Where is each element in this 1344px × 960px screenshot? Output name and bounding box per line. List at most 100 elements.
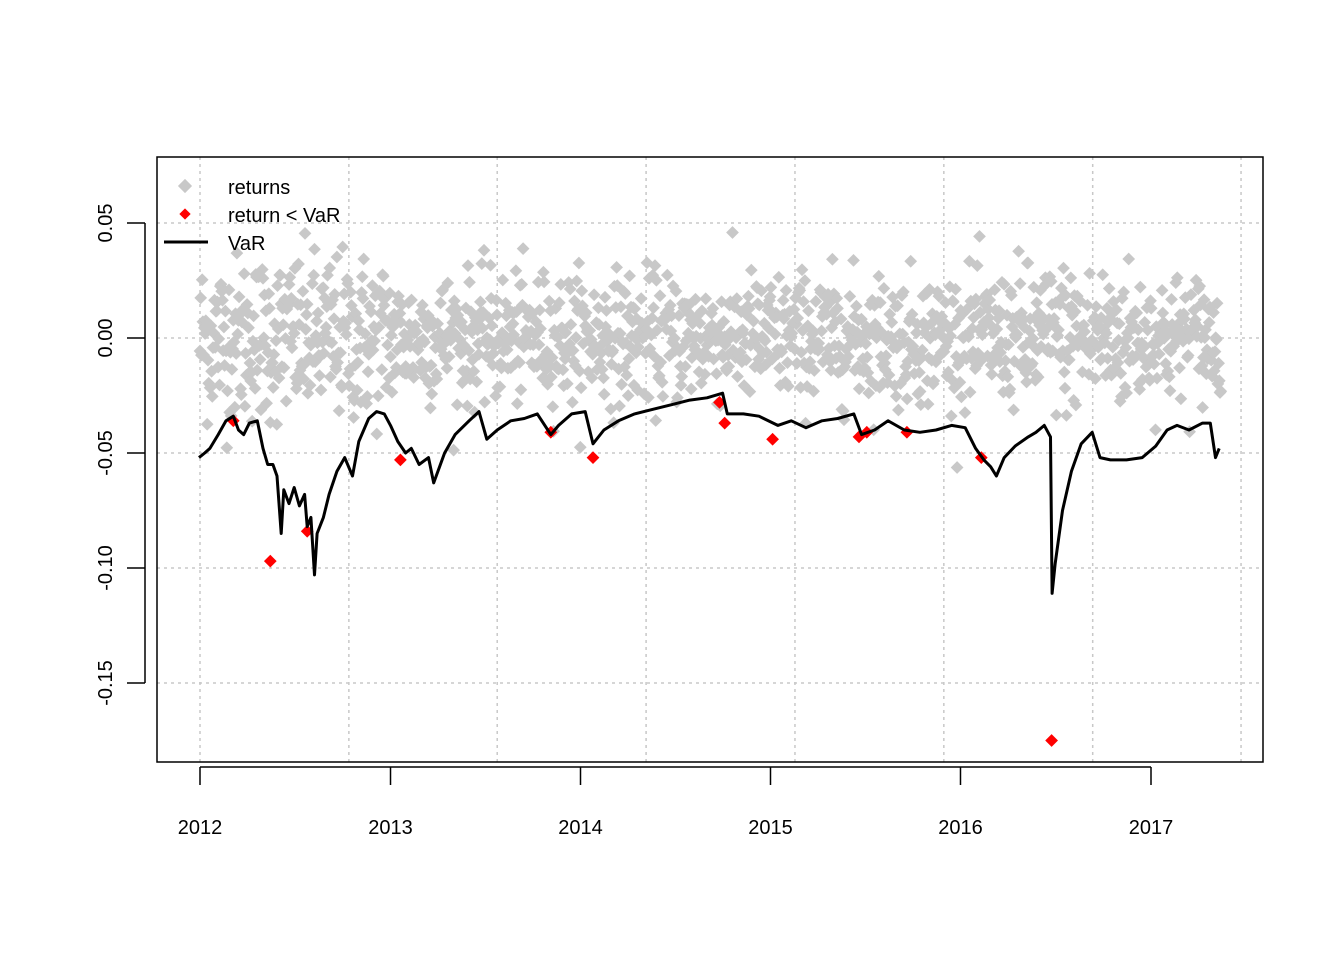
return-point <box>272 371 286 385</box>
return-point <box>372 320 386 334</box>
return-point <box>474 295 487 309</box>
return-point <box>368 334 381 348</box>
return-point <box>772 270 786 284</box>
return-point <box>476 321 489 335</box>
return-point <box>1149 423 1162 437</box>
return-point <box>296 284 310 298</box>
return-point <box>1007 403 1020 417</box>
return-point <box>1030 296 1044 310</box>
return-point <box>461 259 475 272</box>
return-point <box>795 263 809 277</box>
return-point <box>484 258 497 272</box>
legend: returns return < VaR VaR <box>164 177 340 255</box>
return-point <box>339 328 353 341</box>
return-point <box>779 284 793 297</box>
return-point <box>307 268 321 282</box>
return-point <box>653 289 667 303</box>
return-point <box>228 400 242 414</box>
return-point <box>900 392 914 406</box>
return-point <box>921 397 935 411</box>
return-point <box>274 268 287 282</box>
return-point <box>282 278 296 291</box>
return-point <box>944 409 958 423</box>
return-point <box>872 269 886 283</box>
return-point <box>323 261 337 275</box>
return-point <box>298 227 312 240</box>
return-point <box>1122 252 1136 266</box>
breach-point-2 <box>394 453 407 467</box>
return-point <box>253 353 267 366</box>
return-point <box>200 417 214 431</box>
var-line <box>198 391 1221 595</box>
return-point <box>230 246 244 260</box>
return-point <box>726 226 739 239</box>
return-point <box>263 301 276 315</box>
return-point <box>1163 384 1177 398</box>
return-point <box>470 375 484 389</box>
return-point <box>478 395 492 409</box>
return-point <box>292 257 305 271</box>
return-point <box>229 347 243 360</box>
return-point <box>405 293 418 307</box>
x-tick-label-2: 2014 <box>558 817 603 839</box>
return-point <box>516 242 530 255</box>
return-point <box>393 307 407 320</box>
return-point <box>573 440 587 454</box>
x-tick-label-0: 2012 <box>178 817 223 839</box>
return-point <box>487 347 500 360</box>
return-point <box>324 370 337 384</box>
return-point <box>490 308 504 322</box>
return-point <box>699 292 713 306</box>
return-point <box>277 361 291 375</box>
return-point <box>1089 300 1103 313</box>
y-tick-label-3: -0.10 <box>95 545 117 591</box>
return-point <box>237 267 251 281</box>
return-point <box>371 389 385 403</box>
return-point <box>572 256 586 270</box>
return-point <box>311 306 325 320</box>
return-point <box>201 353 215 367</box>
return-point <box>447 443 460 457</box>
return-point <box>1155 284 1169 297</box>
return-point <box>350 383 364 397</box>
return-point <box>1210 333 1223 346</box>
return-point <box>234 388 248 401</box>
return-point <box>440 361 454 375</box>
return-point <box>477 243 491 257</box>
return-point <box>515 278 529 291</box>
x-axis: 2012 2013 2014 2015 2016 2017 <box>178 766 1174 839</box>
return-point <box>509 264 523 278</box>
return-point <box>344 285 358 299</box>
return-point <box>904 254 918 268</box>
return-point <box>220 441 234 455</box>
return-point <box>463 275 476 289</box>
return-point <box>610 261 623 274</box>
return-point <box>285 341 299 355</box>
return-point <box>892 403 905 417</box>
return-point <box>194 291 208 305</box>
return-point <box>776 294 790 307</box>
plot-frame <box>156 156 1264 763</box>
return-point <box>574 381 588 395</box>
return-point <box>303 378 317 392</box>
return-point <box>336 240 350 254</box>
return-point <box>313 369 326 382</box>
return-point <box>376 269 390 283</box>
return-point <box>434 296 447 310</box>
return-point <box>287 326 301 340</box>
legend-label-returns: returns <box>228 177 290 199</box>
return-point <box>958 406 972 419</box>
return-point <box>467 364 481 378</box>
return-point <box>330 250 344 264</box>
return-point <box>316 281 330 295</box>
x-tick-label-5: 2017 <box>1129 817 1174 839</box>
return-point <box>212 332 226 346</box>
legend-marker-breach <box>179 208 191 220</box>
return-point <box>270 418 284 431</box>
return-point <box>1060 409 1073 422</box>
return-point <box>217 320 231 334</box>
return-point <box>947 295 960 309</box>
return-point <box>238 399 252 413</box>
return-point <box>358 327 372 341</box>
return-point <box>424 401 437 415</box>
